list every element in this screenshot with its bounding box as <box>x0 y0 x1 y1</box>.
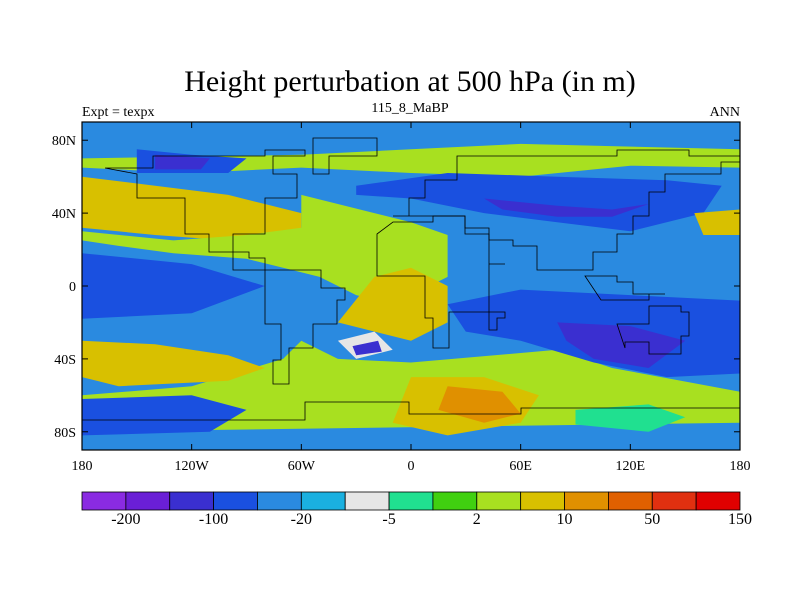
x-axis: 180 120W 60W 0 60E 120E 180 <box>72 122 751 474</box>
colorbar-label: -200 <box>111 511 140 528</box>
field-region-10 <box>82 395 247 436</box>
colorbar-swatch <box>695 491 741 511</box>
y-tick-label: 80S <box>54 426 76 441</box>
colorbar-swatch <box>432 491 478 511</box>
coastline-segment-0 <box>104 149 306 271</box>
colorbar-label: -5 <box>382 511 395 528</box>
field-region-1 <box>82 143 740 177</box>
y-axis: 80N 40N 0 40S 80S <box>52 134 740 441</box>
x-tick-label: 0 <box>408 459 415 474</box>
colorbar-swatch <box>81 491 127 511</box>
coastline <box>82 137 740 450</box>
colorbar-swatch <box>213 491 258 511</box>
field-region-3 <box>82 194 448 305</box>
colorbar-swatch <box>608 491 653 511</box>
field-region-9 <box>575 404 686 432</box>
x-tick-label: 60W <box>288 459 316 474</box>
colorbar-label: 2 <box>473 511 481 528</box>
colorbar-label: 150 <box>728 511 752 528</box>
field-region-14 <box>484 198 649 217</box>
colorbar-label: 50 <box>644 511 660 528</box>
coastline-segment-5 <box>616 305 690 355</box>
field-region-4 <box>337 267 448 341</box>
x-tick-label: 120E <box>616 459 646 474</box>
subtitle-right: ANN <box>710 105 740 120</box>
coastline-segment-1 <box>264 269 346 385</box>
field-region-20 <box>352 340 382 356</box>
subtitle-left: Expt = texpx <box>82 105 154 120</box>
coastline-segment-7 <box>488 311 506 331</box>
coastline-segment-8 <box>584 275 665 301</box>
colorbar-swatch <box>125 491 171 511</box>
coastline-segment-2 <box>312 137 378 175</box>
colorbar-swatch <box>344 491 390 511</box>
field-region-18 <box>557 322 686 368</box>
colorbar-swatch <box>564 491 609 511</box>
colorbar-swatch <box>651 491 697 511</box>
height-field <box>82 122 740 450</box>
field-region-16 <box>82 253 265 319</box>
colorbar-label: 10 <box>557 511 573 528</box>
field-region-12 <box>155 154 210 170</box>
colorbar-swatch <box>300 491 346 511</box>
x-tick-label: 120W <box>175 459 210 474</box>
y-tick-label: 40S <box>54 353 76 368</box>
chart-title: Height perturbation at 500 hPa (in m) <box>184 65 636 98</box>
field-region-8 <box>82 340 265 387</box>
colorbar-swatch <box>520 491 565 511</box>
coastline-segment-6 <box>82 401 740 450</box>
y-tick-label: 80N <box>52 134 76 149</box>
y-tick-label: 0 <box>69 280 76 295</box>
colorbar-label: -20 <box>291 511 312 528</box>
subtitle-center: 115_8_MaBP <box>371 101 448 116</box>
colorbar-swatch <box>388 491 434 511</box>
field-region-15 <box>694 209 740 235</box>
colorbar-swatch <box>169 491 215 511</box>
colorbar-swatch <box>257 491 302 511</box>
x-tick-label: 180 <box>72 459 93 474</box>
x-tick-label: 60E <box>509 459 532 474</box>
colorbar: -200 -100 -20 -5 2 10 50 150 <box>81 491 752 528</box>
field-region-13 <box>356 173 722 232</box>
colorbar-label: -100 <box>199 511 228 528</box>
field-region-7 <box>438 386 521 423</box>
y-tick-label: 40N <box>52 207 76 222</box>
colorbar-swatch <box>476 491 522 511</box>
coastline-segment-4 <box>393 149 740 271</box>
x-tick-label: 180 <box>730 459 751 474</box>
